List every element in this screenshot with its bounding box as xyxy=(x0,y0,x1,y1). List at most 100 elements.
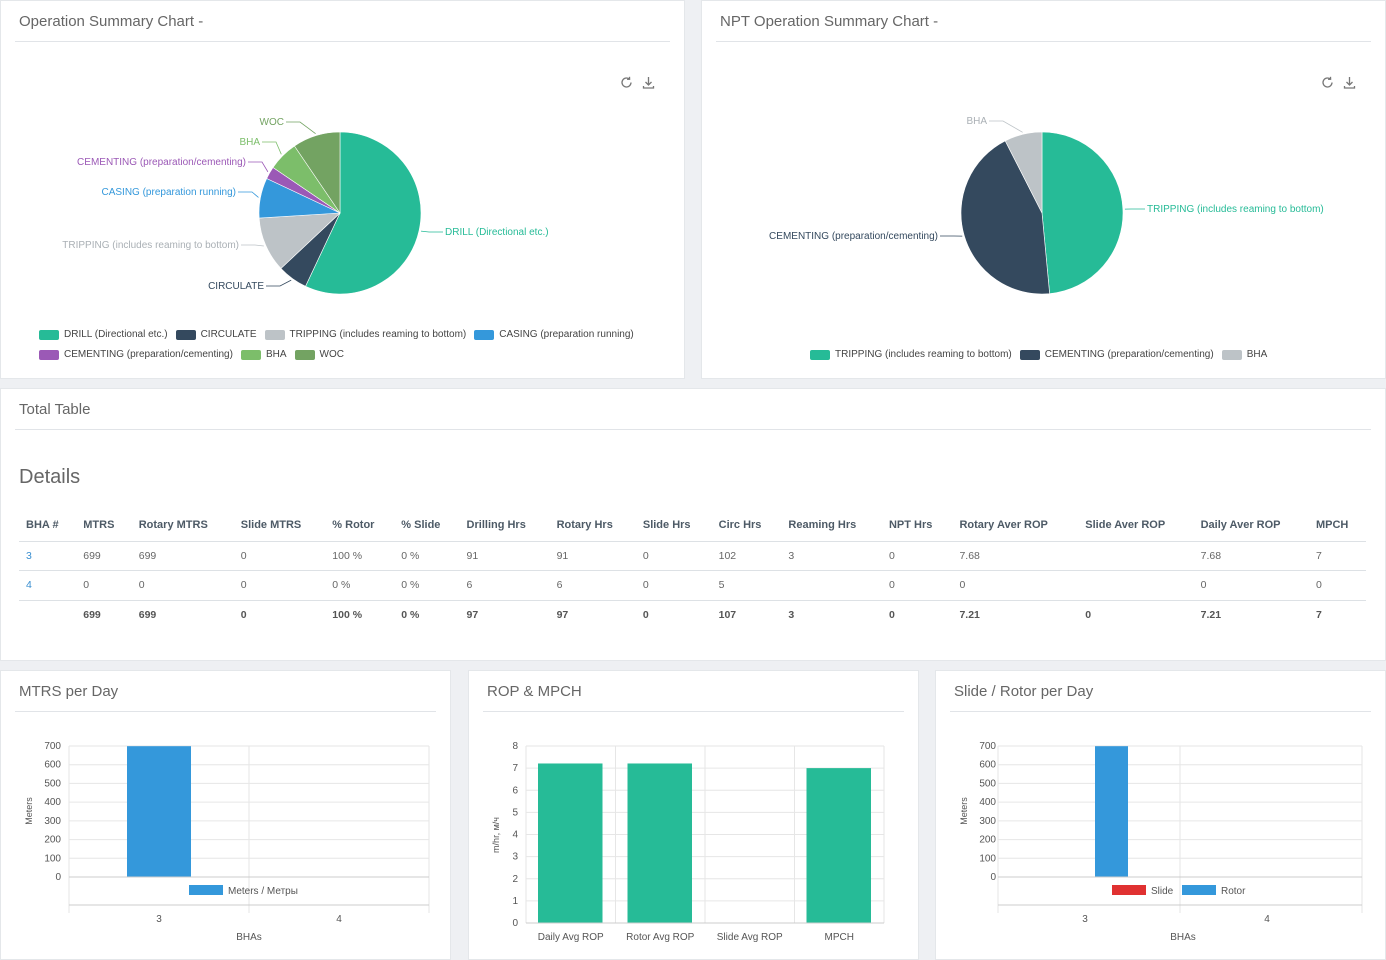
legend-item-woc[interactable]: WOC xyxy=(294,349,344,360)
table-cell: 6 xyxy=(549,570,636,601)
y-tick-label: 1 xyxy=(512,896,518,907)
legend-item-cementing-preparation-cementing[interactable]: CEMENTING (preparation/cementing) xyxy=(1019,349,1214,360)
download-icon[interactable] xyxy=(1342,76,1356,90)
refresh-icon[interactable] xyxy=(1320,76,1334,90)
y-tick-label: 200 xyxy=(979,835,996,846)
column-header-daily-aver-rop[interactable]: Daily Aver ROP xyxy=(1193,510,1309,542)
legend-label[interactable]: Slide xyxy=(1151,886,1174,897)
column-header-slide[interactable]: % Slide xyxy=(394,510,460,542)
table-cell: 0 xyxy=(635,570,712,601)
legend-label[interactable]: Rotor xyxy=(1221,886,1246,897)
refresh-icon[interactable] xyxy=(619,76,633,90)
table-total-cell: 0 % xyxy=(401,609,420,621)
y-tick-label: 300 xyxy=(44,816,61,827)
legend-label: CEMENTING (preparation/cementing) xyxy=(64,349,233,360)
y-tick-label: 600 xyxy=(44,760,61,771)
legend-item-bha[interactable]: BHA xyxy=(1221,349,1267,360)
panel-title: MTRS per Day xyxy=(19,683,119,700)
y-tick-label: 4 xyxy=(512,830,518,841)
column-header-mpch[interactable]: MPCH xyxy=(1308,510,1366,542)
pie-leader-line xyxy=(266,279,292,287)
legend-item-drill-directional-etc[interactable]: DRILL (Directional etc.) xyxy=(39,329,168,340)
table-cell: 100 % xyxy=(325,541,395,571)
table-total-row: 699 699 0 100 % 0 % 97 97 0 107 3 0 7.21 0 7.21 7 xyxy=(19,600,1366,630)
bha-link[interactable]: 3 xyxy=(19,541,77,571)
legend-swatch xyxy=(240,349,261,360)
pie-slice-cementing-preparation-cementing[interactable] xyxy=(960,140,1050,295)
x-tick-label: 3 xyxy=(156,914,162,925)
y-tick-label: 500 xyxy=(979,778,996,789)
bar-3-rotor[interactable] xyxy=(1095,746,1128,877)
table-row: 3 699 699 0 100 % 0 % 91 91 0 102 3 0 7.68 7.68 7 xyxy=(19,541,1366,571)
legend-label[interactable]: Meters / Метры xyxy=(228,886,298,897)
column-header-npt-hrs[interactable]: NPT Hrs xyxy=(881,510,953,542)
pie-leader-line xyxy=(420,230,443,233)
legend-swatch[interactable] xyxy=(1182,885,1216,895)
column-header-mtrs[interactable]: MTRS xyxy=(76,510,132,542)
legend-item-circulate[interactable]: CIRCULATE xyxy=(175,329,257,340)
pie-label: DRILL (Directional etc.) xyxy=(445,227,549,238)
table-cell: 0 xyxy=(1308,570,1366,601)
pie-leader-line xyxy=(241,244,264,247)
bar-mpch[interactable] xyxy=(806,768,872,923)
bha-link[interactable]: 4 xyxy=(19,570,77,601)
legend-item-bha[interactable]: BHA xyxy=(240,349,287,360)
pie-slice-tripping-includes-reaming-to-bottom[interactable] xyxy=(1041,131,1124,294)
column-header-slide-aver-rop[interactable]: Slide Aver ROP xyxy=(1078,510,1194,542)
column-header-bha[interactable]: BHA # xyxy=(19,510,77,542)
divider xyxy=(15,41,670,42)
legend-label: TRIPPING (includes reaming to bottom) xyxy=(835,349,1012,360)
table-total-cell: 0 xyxy=(888,609,895,621)
pie-slice-bha[interactable] xyxy=(1004,131,1043,214)
panel-title: ROP & MPCH xyxy=(487,683,582,700)
legend-label: CEMENTING (preparation/cementing) xyxy=(1044,349,1214,360)
table-cell: 0 xyxy=(76,570,132,601)
bar-3[interactable] xyxy=(127,746,191,877)
download-icon[interactable] xyxy=(641,76,655,90)
legend-item-tripping-includes-reaming-to-bottom[interactable]: TRIPPING (includes reaming to bottom) xyxy=(264,329,466,340)
table-cell: 5 xyxy=(711,570,782,601)
column-header-reaming-hrs[interactable]: Reaming Hrs xyxy=(781,510,882,542)
table-total-cell: 0 xyxy=(240,609,247,621)
panel-title: Total Table xyxy=(19,401,91,418)
legend-item-casing-preparation-running[interactable]: CASING (preparation running) xyxy=(474,329,634,340)
column-header-rotary-aver-rop[interactable]: Rotary Aver ROP xyxy=(952,510,1079,542)
legend-swatch[interactable] xyxy=(189,885,223,895)
table-total-cell: 100 % xyxy=(332,609,363,621)
x-axis-label: BHAs xyxy=(1170,932,1196,943)
legend-swatch xyxy=(294,349,315,360)
y-tick-label: 3 xyxy=(512,852,518,863)
column-header-circ-hrs[interactable]: Circ Hrs xyxy=(711,510,782,542)
column-header-slide-hrs[interactable]: Slide Hrs xyxy=(635,510,712,542)
panel-title: NPT Operation Summary Chart - xyxy=(720,13,939,30)
table-total-cell: 3 xyxy=(788,609,795,621)
table-cell: 6 xyxy=(459,570,550,601)
y-tick-label: 700 xyxy=(44,741,61,752)
table-cell: 0 xyxy=(635,541,712,571)
legend-swatch xyxy=(39,349,59,360)
legend-label: BHA xyxy=(265,349,287,360)
pie-slice-drill-directional-etc[interactable] xyxy=(305,131,422,295)
table-total-cell: 7.21 xyxy=(1200,609,1222,621)
table-cell: 0 xyxy=(1193,570,1309,601)
npt-pie-chart: TRIPPING (includes reaming to bottom) CEM… xyxy=(769,116,1324,295)
y-tick-label: 700 xyxy=(979,741,996,752)
bar-rotor-avg-rop[interactable] xyxy=(627,763,693,923)
y-tick-label: 0 xyxy=(55,872,61,883)
column-header-rotor[interactable]: % Rotor xyxy=(325,510,395,542)
column-header-rotary-hrs[interactable]: Rotary Hrs xyxy=(549,510,636,542)
column-header-rotary-mtrs[interactable]: Rotary MTRS xyxy=(131,510,234,542)
column-header-drilling-hrs[interactable]: Drilling Hrs xyxy=(459,510,550,542)
legend-item-cementing-preparation-cementing[interactable]: CEMENTING (preparation/cementing) xyxy=(39,349,233,360)
legend-label: CASING (preparation running) xyxy=(499,329,634,340)
pie-slice-woc[interactable] xyxy=(294,131,341,214)
pie-leader-line xyxy=(286,121,316,134)
table-cell: 91 xyxy=(459,541,550,571)
table-total-cell: 7 xyxy=(1315,609,1322,621)
legend-item-tripping-includes-reaming-to-bottom[interactable]: TRIPPING (includes reaming to bottom) xyxy=(810,349,1012,360)
table-cell: 0 xyxy=(881,541,953,571)
bar-daily-avg-rop[interactable] xyxy=(538,763,603,923)
column-header-slide-mtrs[interactable]: Slide MTRS xyxy=(233,510,326,542)
legend-swatch[interactable] xyxy=(1112,885,1146,895)
slide-rotor-bar-chart: 0 100 200 300 400 500 600 700 Meters 3 4 Slide Rotor… xyxy=(959,741,1363,943)
